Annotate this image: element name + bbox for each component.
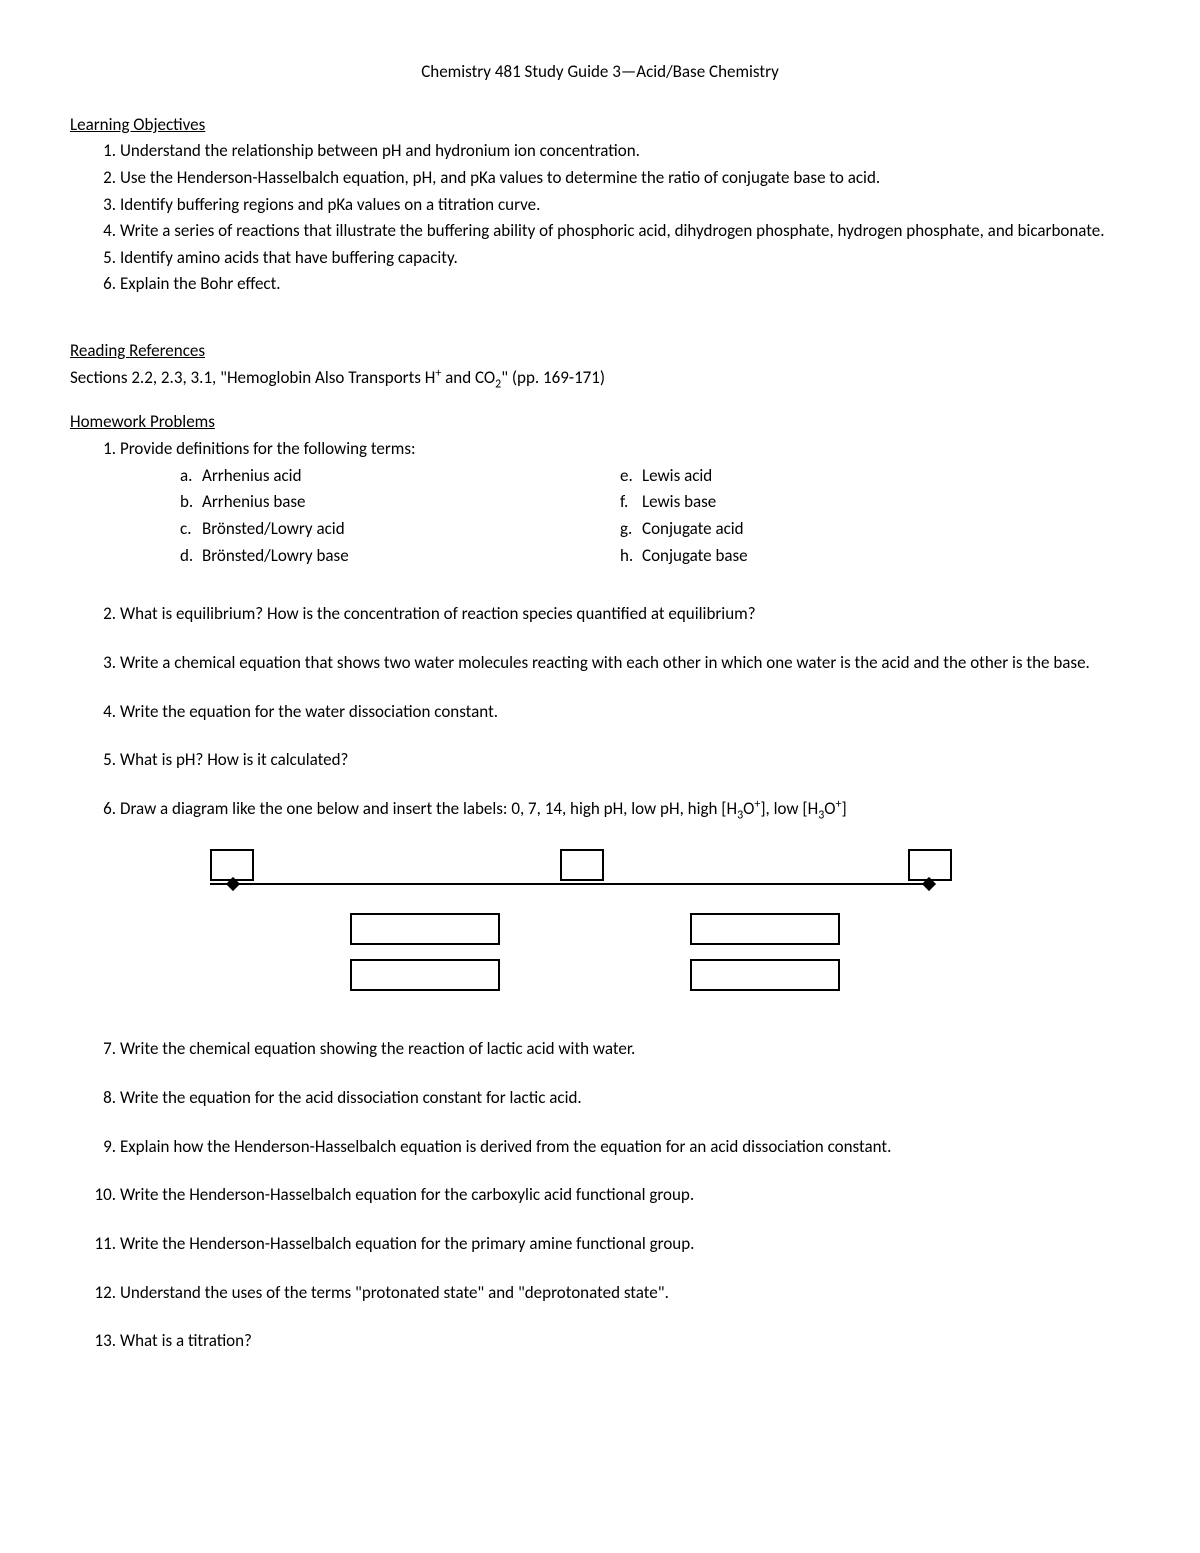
homework-heading: Homework Problems [70,410,1130,435]
q7-text: Write the chemical equation showing the … [120,1038,635,1059]
q6-text: Draw a diagram like the one below and in… [120,798,847,819]
objective-text: Understand the relationship between pH a… [120,140,640,161]
page-title: Chemistry 481 Study Guide 3—Acid/Base Ch… [70,60,1130,85]
homework-item: 8.Write the equation for the acid dissoc… [120,1086,1130,1111]
homework-item: 7.Write the chemical equation showing th… [120,1037,1130,1062]
document-page: Chemistry 481 Study Guide 3—Acid/Base Ch… [0,0,1200,1553]
homework-item: 9.Explain how the Henderson-Hasselbalch … [120,1135,1130,1160]
diagram-bottom-box [690,913,840,945]
q11-text: Write the Henderson-Hasselbalch equation… [120,1233,694,1254]
q8-text: Write the equation for the acid dissocia… [120,1087,582,1108]
homework-item: 11.Write the Henderson-Hasselbalch equat… [120,1232,1130,1257]
objective-text: Write a series of reactions that illustr… [120,220,1105,241]
objectives-heading: Learning Objectives [70,113,1130,138]
homework-item: 2.What is equilibrium? How is the concen… [120,602,1130,627]
diagram-bottom-box [350,913,500,945]
objective-text: Identify amino acids that have buffering… [120,247,458,268]
definition-item: b.Arrhenius base [180,490,620,515]
objective-item: 6.Explain the Bohr effect. [120,272,1130,297]
reading-text: Sections 2.2, 2.3, 3.1, "Hemoglobin Also… [70,366,1130,391]
definition-item: h.Conjugate base [620,544,920,569]
q2-text: What is equilibrium? How is the concentr… [120,603,756,624]
objective-item: 4.Write a series of reactions that illus… [120,219,1130,244]
definition-item: g.Conjugate acid [620,517,920,542]
objectives-list: 1.Understand the relationship between pH… [70,139,1130,297]
objective-text: Use the Henderson-Hasselbalch equation, … [120,167,880,188]
homework-item: 5.What is pH? How is it calculated? [120,748,1130,773]
homework-item: 4.Write the equation for the water disso… [120,700,1130,725]
q12-text: Understand the uses of the terms "proton… [120,1282,669,1303]
objective-item: 1.Understand the relationship between pH… [120,139,1130,164]
diagram-top-box [908,849,952,881]
definition-columns: a.Arrhenius acid b.Arrhenius base c.Brön… [180,464,1130,571]
objective-text: Explain the Bohr effect. [120,273,281,294]
homework-item: 6. Draw a diagram like the one below and… [120,797,1130,1010]
objective-text: Identify buffering regions and pKa value… [120,194,540,215]
q3-text: Write a chemical equation that shows two… [120,652,1090,673]
homework-item: 13.What is a titration? [120,1329,1130,1354]
ph-scale-diagram [190,839,950,1009]
q1-intro: Provide definitions for the following te… [120,438,416,459]
diagram-axis [210,883,930,885]
q10-text: Write the Henderson-Hasselbalch equation… [120,1184,694,1205]
definition-col-left: a.Arrhenius acid b.Arrhenius base c.Brön… [180,464,620,571]
homework-item: 12.Understand the uses of the terms "pro… [120,1281,1130,1306]
definition-item: d.Brönsted/Lowry base [180,544,620,569]
homework-item: 3.Write a chemical equation that shows t… [120,651,1130,676]
objective-item: 3.Identify buffering regions and pKa val… [120,193,1130,218]
objective-item: 5.Identify amino acids that have bufferi… [120,246,1130,271]
definition-item: e.Lewis acid [620,464,920,489]
definition-item: f.Lewis base [620,490,920,515]
q5-text: What is pH? How is it calculated? [120,749,348,770]
diagram-bottom-box [690,959,840,991]
definition-item: c.Brönsted/Lowry acid [180,517,620,542]
homework-item: 1. Provide definitions for the following… [120,437,1130,570]
q13-text: What is a titration? [120,1330,252,1351]
objective-item: 2.Use the Henderson-Hasselbalch equation… [120,166,1130,191]
reading-heading: Reading References [70,339,1130,364]
homework-list: 1. Provide definitions for the following… [70,437,1130,1354]
homework-item: 10.Write the Henderson-Hasselbalch equat… [120,1183,1130,1208]
definition-item: a.Arrhenius acid [180,464,620,489]
q9-text: Explain how the Henderson-Hasselbalch eq… [120,1136,891,1157]
q4-text: Write the equation for the water dissoci… [120,701,498,722]
diagram-bottom-box [350,959,500,991]
diagram-top-box [560,849,604,881]
definition-col-right: e.Lewis acid f.Lewis base g.Conjugate ac… [620,464,920,571]
